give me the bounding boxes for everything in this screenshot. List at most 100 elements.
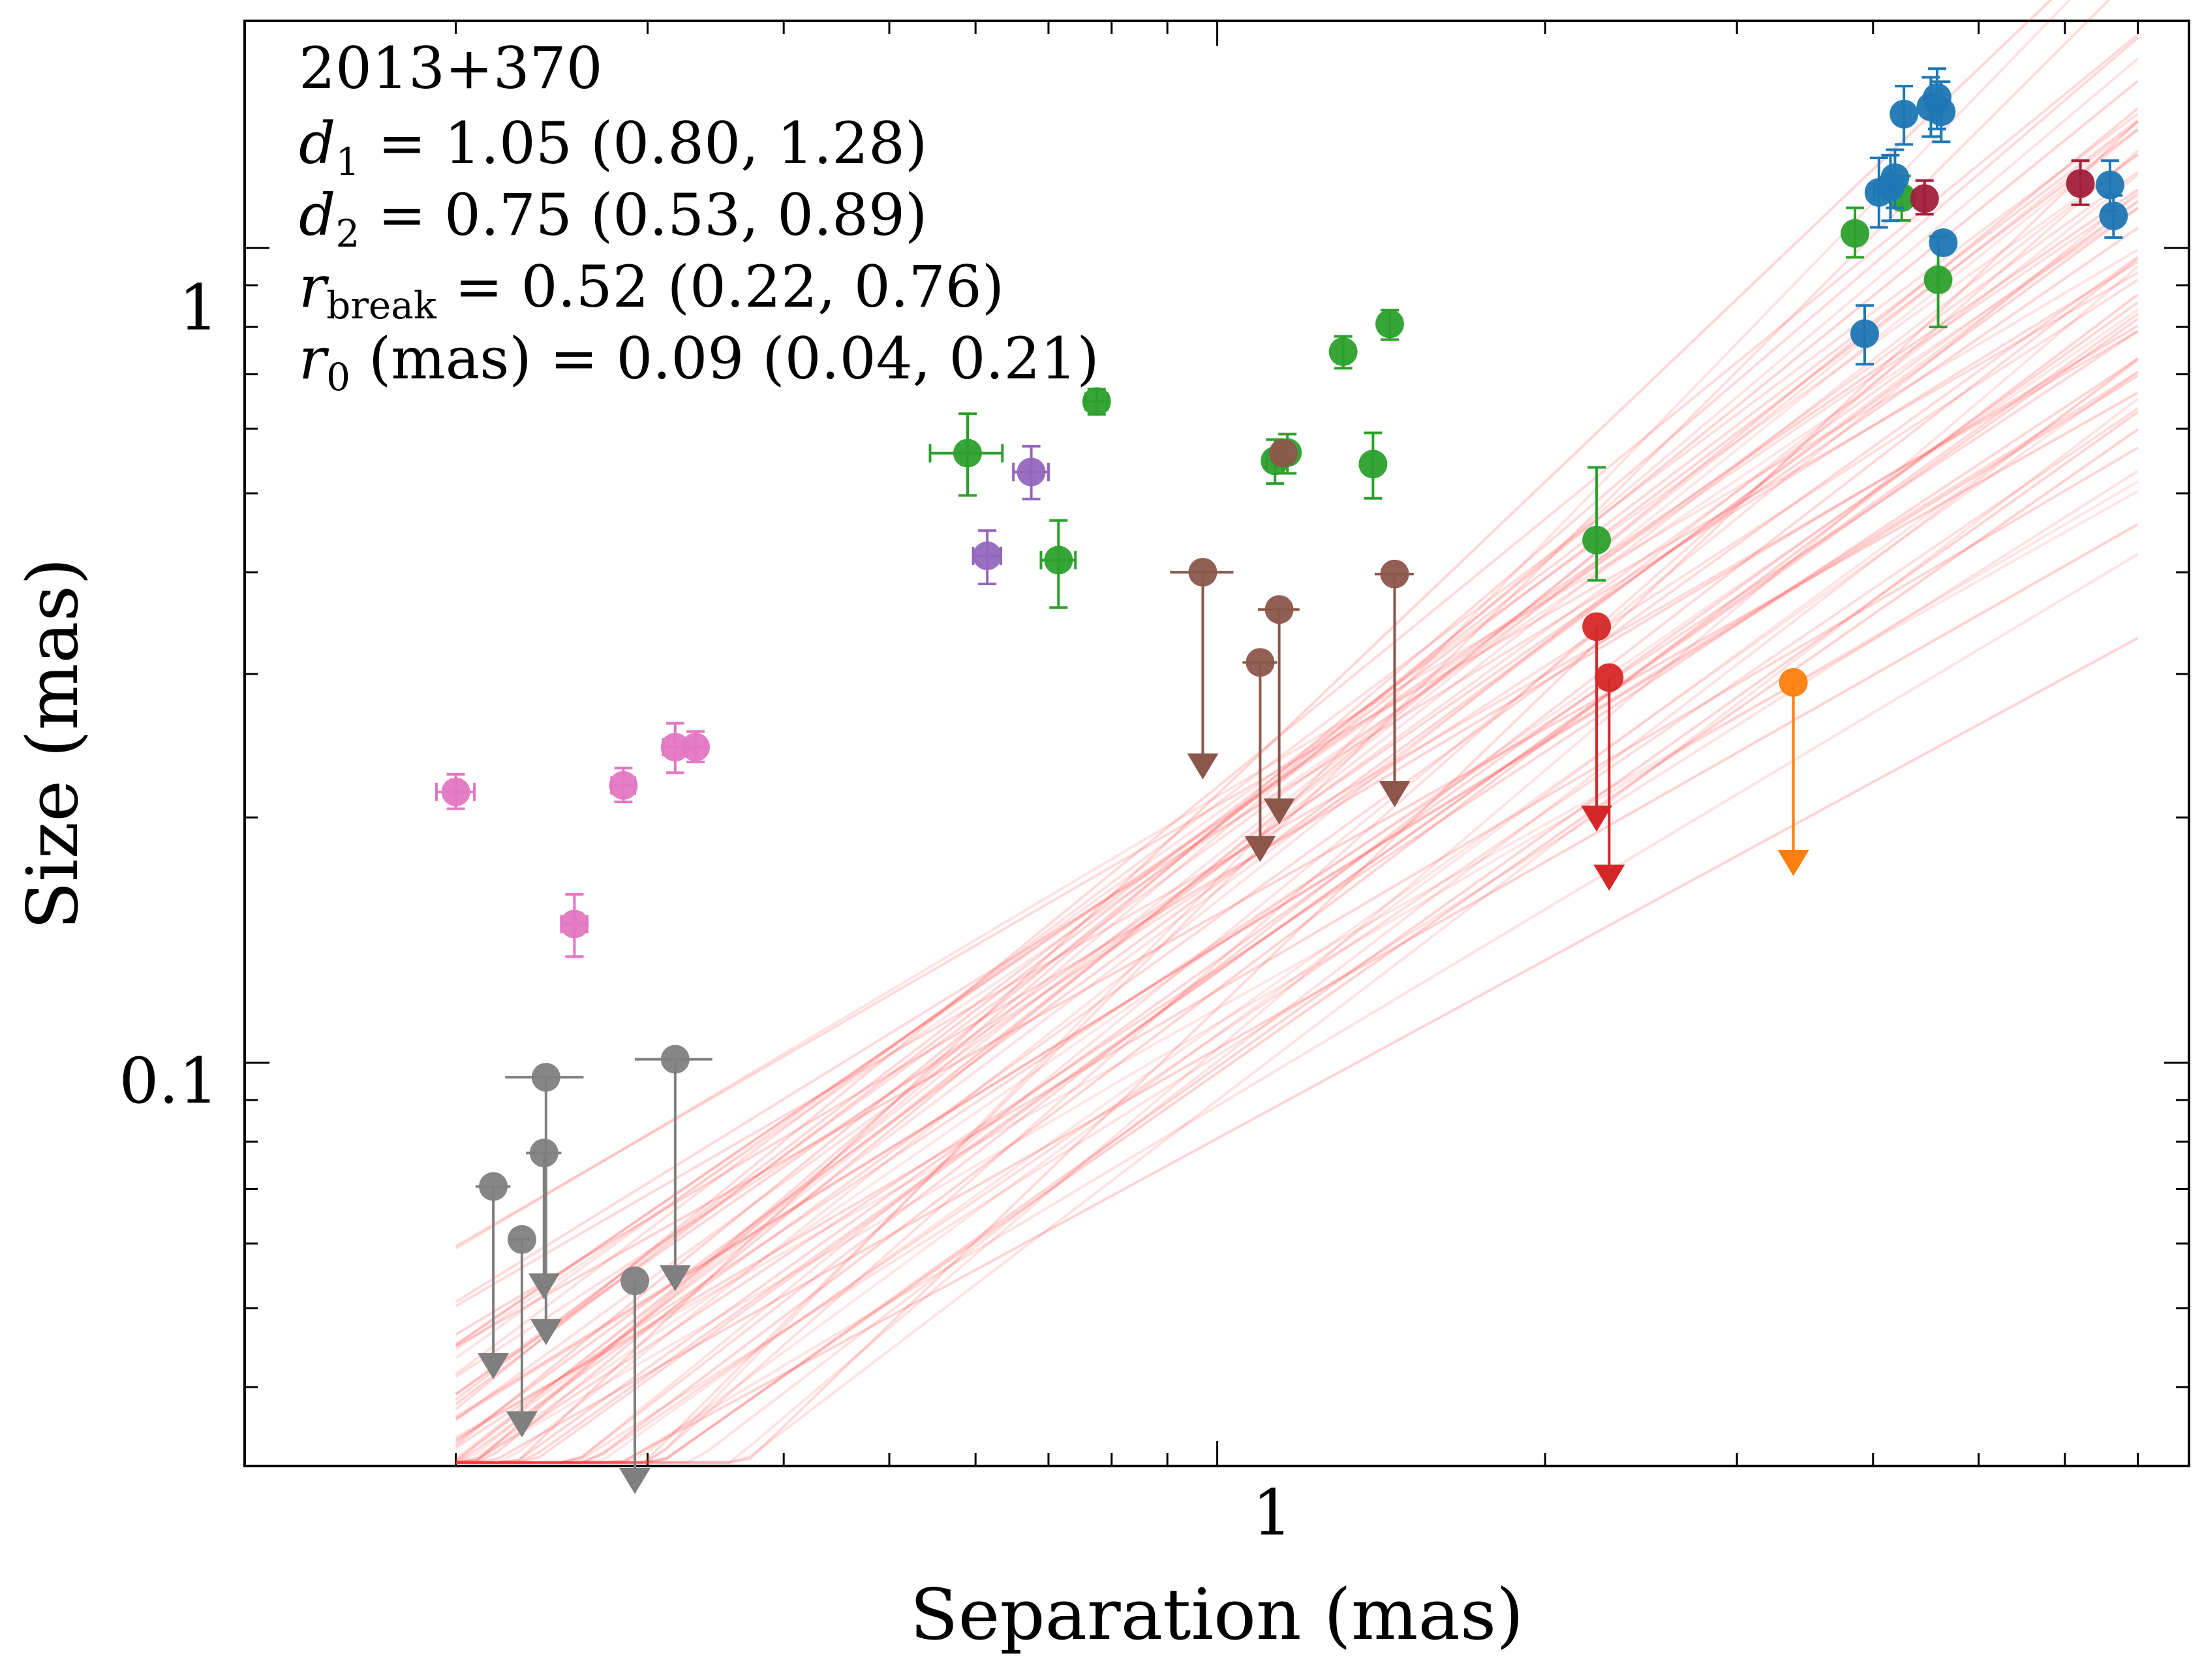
data-point <box>1880 148 1910 209</box>
marker <box>1380 559 1409 588</box>
model-draw-line <box>455 308 2139 1464</box>
model-draw-line <box>455 153 2139 1460</box>
model-draw-line <box>455 80 2139 1447</box>
model-draw-line <box>455 374 2139 1418</box>
limit-arrow-head <box>1263 798 1295 825</box>
data-point <box>1890 85 1919 146</box>
marker <box>1582 612 1612 641</box>
marker <box>1328 337 1358 367</box>
upper-limit-point <box>526 1138 562 1300</box>
model-draw-line <box>455 265 2139 1464</box>
limit-arrow-head <box>659 1265 691 1292</box>
marker <box>1082 387 1111 416</box>
marker <box>1017 457 1046 487</box>
model-draw-line <box>455 207 2139 1444</box>
marker <box>1358 450 1388 479</box>
y-tick-label-1: 1 <box>179 271 219 344</box>
y-tick-label-0.1: 0.1 <box>119 1045 219 1118</box>
model-draw-line <box>455 257 2139 1464</box>
data-point <box>1929 228 1958 258</box>
data-point <box>1039 519 1077 609</box>
marker <box>507 1225 536 1254</box>
model-draw-line <box>455 260 2139 1304</box>
y-axis-label: Size (mas) <box>12 558 94 930</box>
annotation-rbreak: rbreak = 0.52 (0.22, 0.76) <box>299 253 1004 328</box>
upper-limit-point <box>506 1225 538 1438</box>
data-point <box>435 772 476 810</box>
limit-arrow-head <box>1379 781 1411 808</box>
upper-limit-point <box>1374 559 1414 808</box>
data-point <box>928 412 1004 497</box>
model-draw-line <box>455 37 2139 1464</box>
marker <box>953 438 983 468</box>
model-draw-line <box>455 200 2139 1421</box>
marker <box>973 541 1002 570</box>
data-point <box>560 893 589 958</box>
upper-limit-point <box>634 1045 712 1292</box>
model-draw-line <box>455 553 2139 1464</box>
marker <box>531 1063 560 1092</box>
limit-arrow-head <box>528 1273 560 1300</box>
data-point <box>1582 466 1612 582</box>
limit-arrow-head <box>506 1411 538 1438</box>
marker <box>1246 648 1275 677</box>
upper-limit-point <box>1258 595 1300 825</box>
data-point <box>2066 159 2095 206</box>
marker <box>560 909 589 939</box>
model-draw-line <box>455 371 2139 1464</box>
marker <box>529 1138 559 1168</box>
model-draw-line <box>455 171 2139 1396</box>
limit-arrow-head <box>1777 849 1809 876</box>
upper-limit-point <box>1581 612 1613 832</box>
data-markers <box>435 67 2128 1495</box>
model-draw-line <box>455 57 2139 1464</box>
model-draw-line <box>455 153 2139 1360</box>
model-draw-line <box>455 191 2139 1464</box>
model-draw-line <box>455 174 2139 1464</box>
limit-arrow-head <box>619 1468 650 1495</box>
marker <box>1044 545 1073 575</box>
upper-limit-point <box>1593 663 1625 891</box>
annotation-d2: d2 = 0.75 (0.53, 0.89) <box>299 181 927 256</box>
model-draw-line <box>455 194 2139 1346</box>
limit-arrow-head <box>1581 805 1613 832</box>
model-draw-line <box>455 313 2139 1464</box>
model-draw-line <box>455 188 2139 1347</box>
model-draw-line <box>455 637 2139 1464</box>
model-draw-line <box>455 255 2139 1464</box>
model-draw-line <box>455 329 2139 1449</box>
minor-ticks <box>245 21 2189 1466</box>
model-draw-line <box>455 410 2139 1464</box>
data-point <box>1082 387 1111 416</box>
model-draw-line <box>455 33 2139 1411</box>
data-point <box>1358 431 1388 500</box>
model-draw-line <box>455 226 2139 1396</box>
data-point <box>972 529 1003 586</box>
limit-arrow-head <box>1187 753 1219 780</box>
upper-limit-point <box>1268 438 1298 468</box>
data-point <box>2095 159 2124 213</box>
model-draw-line <box>455 397 2139 1464</box>
model-draw-line <box>455 249 2139 1250</box>
limit-arrow-head <box>530 1319 562 1345</box>
marker <box>1188 558 1217 587</box>
upper-limit-point <box>1777 667 1809 876</box>
marker <box>2066 169 2095 198</box>
marker <box>1910 184 1939 213</box>
major-ticks <box>245 21 2189 1466</box>
data-point <box>1328 335 1358 370</box>
model-draw-line <box>455 279 2139 1378</box>
model-draw-line <box>455 446 2139 1441</box>
limit-arrow-head <box>478 1353 510 1380</box>
x-tick-label-1: 1 <box>1252 1476 1292 1550</box>
fit-annotations: 2013+370 d1 = 1.05 (0.80, 1.28) d2 = 0.7… <box>299 35 1099 399</box>
model-draw-line <box>455 358 2139 1464</box>
model-draw-line <box>455 523 2139 1464</box>
limit-arrow-head <box>1593 864 1625 891</box>
data-point <box>1910 179 1939 216</box>
annotation-source: 2013+370 <box>299 35 603 102</box>
model-draw-line <box>455 371 2139 1420</box>
model-draw-line <box>455 149 2139 1464</box>
model-draw-line <box>455 206 2139 1351</box>
